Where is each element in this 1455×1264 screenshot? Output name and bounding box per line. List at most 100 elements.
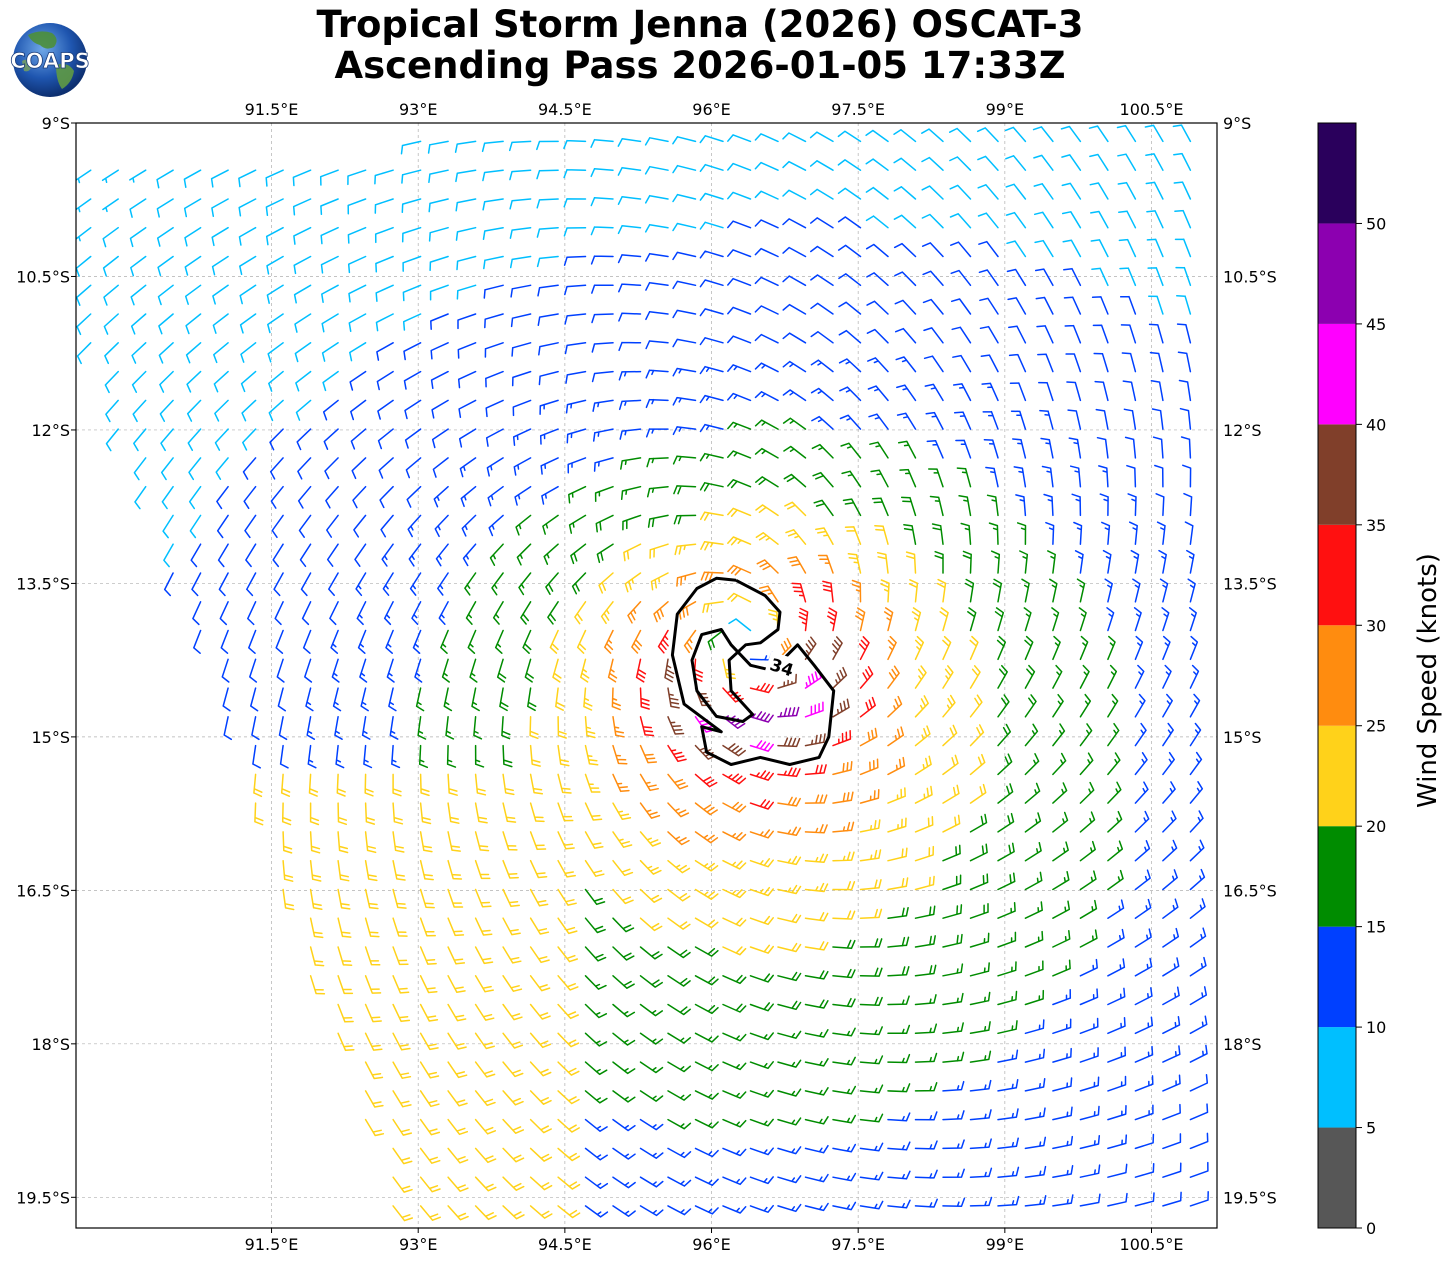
wind-barb	[667, 1147, 692, 1159]
wind-barb	[102, 226, 119, 248]
wind-barb	[549, 629, 559, 654]
wind-barb	[914, 665, 927, 689]
wind-barb	[1118, 210, 1137, 229]
wind-barb	[951, 326, 972, 344]
wind-barb	[942, 1139, 965, 1150]
wind-barb	[156, 169, 174, 189]
wind-barb	[804, 701, 824, 718]
wind-barb	[804, 1202, 829, 1212]
wind-barb	[997, 1137, 1019, 1150]
wind-barb	[309, 975, 326, 995]
wind-barb	[1078, 607, 1087, 632]
wind-barb	[1145, 181, 1164, 200]
wind-barb	[583, 687, 593, 711]
wind-barb	[335, 744, 345, 769]
wind-barb	[433, 485, 449, 508]
wind-barb	[253, 773, 263, 798]
wind-barb	[914, 875, 935, 891]
wind-barb	[309, 917, 324, 939]
wind-barb	[1162, 839, 1178, 862]
wind-barb	[1180, 436, 1192, 459]
wind-barb	[749, 1002, 774, 1012]
wind-barb	[1119, 295, 1137, 315]
wind-barb	[612, 1003, 636, 1018]
wind-barb	[612, 946, 635, 961]
wind-barb	[269, 457, 284, 480]
wind-barb	[831, 636, 843, 661]
wind-barb	[922, 298, 944, 315]
wind-barb	[694, 1003, 719, 1015]
wind-barb	[429, 284, 449, 301]
wind-barb	[242, 457, 257, 480]
wind-barb	[1148, 323, 1164, 344]
wind-barb	[887, 847, 908, 862]
wind-barb	[664, 658, 675, 683]
wind-barb	[1024, 1107, 1046, 1121]
wind-barb	[385, 629, 394, 654]
wind-barb	[952, 383, 972, 402]
wind-barb	[130, 255, 147, 277]
wind-barb	[1016, 522, 1027, 545]
wind-barb	[894, 271, 917, 287]
wind-barb	[102, 255, 119, 277]
wind-barb	[266, 255, 284, 275]
wind-barb	[445, 716, 455, 740]
wind-barb	[332, 687, 342, 712]
wind-barb	[1162, 781, 1176, 804]
wind-barb	[392, 831, 405, 853]
wind-barbs	[76, 124, 1209, 1222]
wind-barb	[667, 888, 691, 902]
wind-barb	[281, 802, 292, 826]
wind-barb	[635, 658, 647, 683]
wind-barb	[584, 1147, 608, 1161]
wind-barb	[727, 191, 752, 200]
wind-barb	[337, 946, 353, 966]
wind-barb	[512, 399, 532, 417]
wind-barb	[364, 888, 379, 910]
wind-barb	[563, 168, 587, 179]
wind-barb	[1089, 182, 1109, 200]
wind-barb	[612, 1090, 636, 1103]
wind-barb	[297, 457, 312, 480]
wind-barb	[798, 607, 809, 632]
wind-barb	[997, 694, 1010, 718]
wind-barb	[981, 382, 999, 402]
wind-barb	[672, 251, 697, 261]
wind-barb	[447, 1118, 469, 1136]
wind-barb	[1134, 1192, 1155, 1207]
wind-barb	[187, 428, 202, 451]
wind-barb	[859, 1055, 884, 1065]
wind-barb	[827, 607, 838, 632]
wind-barb	[832, 1085, 857, 1095]
wind-barb	[678, 601, 697, 620]
wind-barb	[1052, 723, 1066, 747]
wind-barb	[962, 550, 972, 574]
wind-barb	[646, 457, 669, 468]
wind-barb	[474, 1147, 497, 1164]
wind-barb	[969, 1138, 992, 1150]
wind-barb	[644, 223, 669, 233]
wind-barb	[883, 607, 894, 632]
wind-barb	[1134, 869, 1151, 891]
wind-barb	[809, 131, 834, 143]
lat-tick-label-left: 12°S	[31, 421, 70, 440]
wind-barb	[997, 842, 1015, 862]
wind-barb	[557, 1003, 579, 1020]
wind-barb	[1134, 781, 1149, 804]
wind-barb	[243, 485, 257, 510]
wind-barb	[295, 370, 312, 392]
wind-barb	[997, 812, 1015, 833]
wind-barb	[392, 946, 409, 966]
wind-barb	[804, 636, 817, 661]
wind-barb	[240, 342, 257, 363]
wind-barb	[309, 946, 325, 967]
wind-barb	[754, 333, 779, 344]
wind-barb	[969, 694, 983, 718]
wind-barb	[1033, 211, 1054, 229]
wind-barb	[866, 300, 889, 315]
wind-barb	[321, 284, 339, 304]
wind-barb	[673, 485, 697, 495]
wind-barb	[986, 494, 999, 517]
wind-barb	[672, 338, 697, 348]
wind-barb	[832, 821, 855, 833]
